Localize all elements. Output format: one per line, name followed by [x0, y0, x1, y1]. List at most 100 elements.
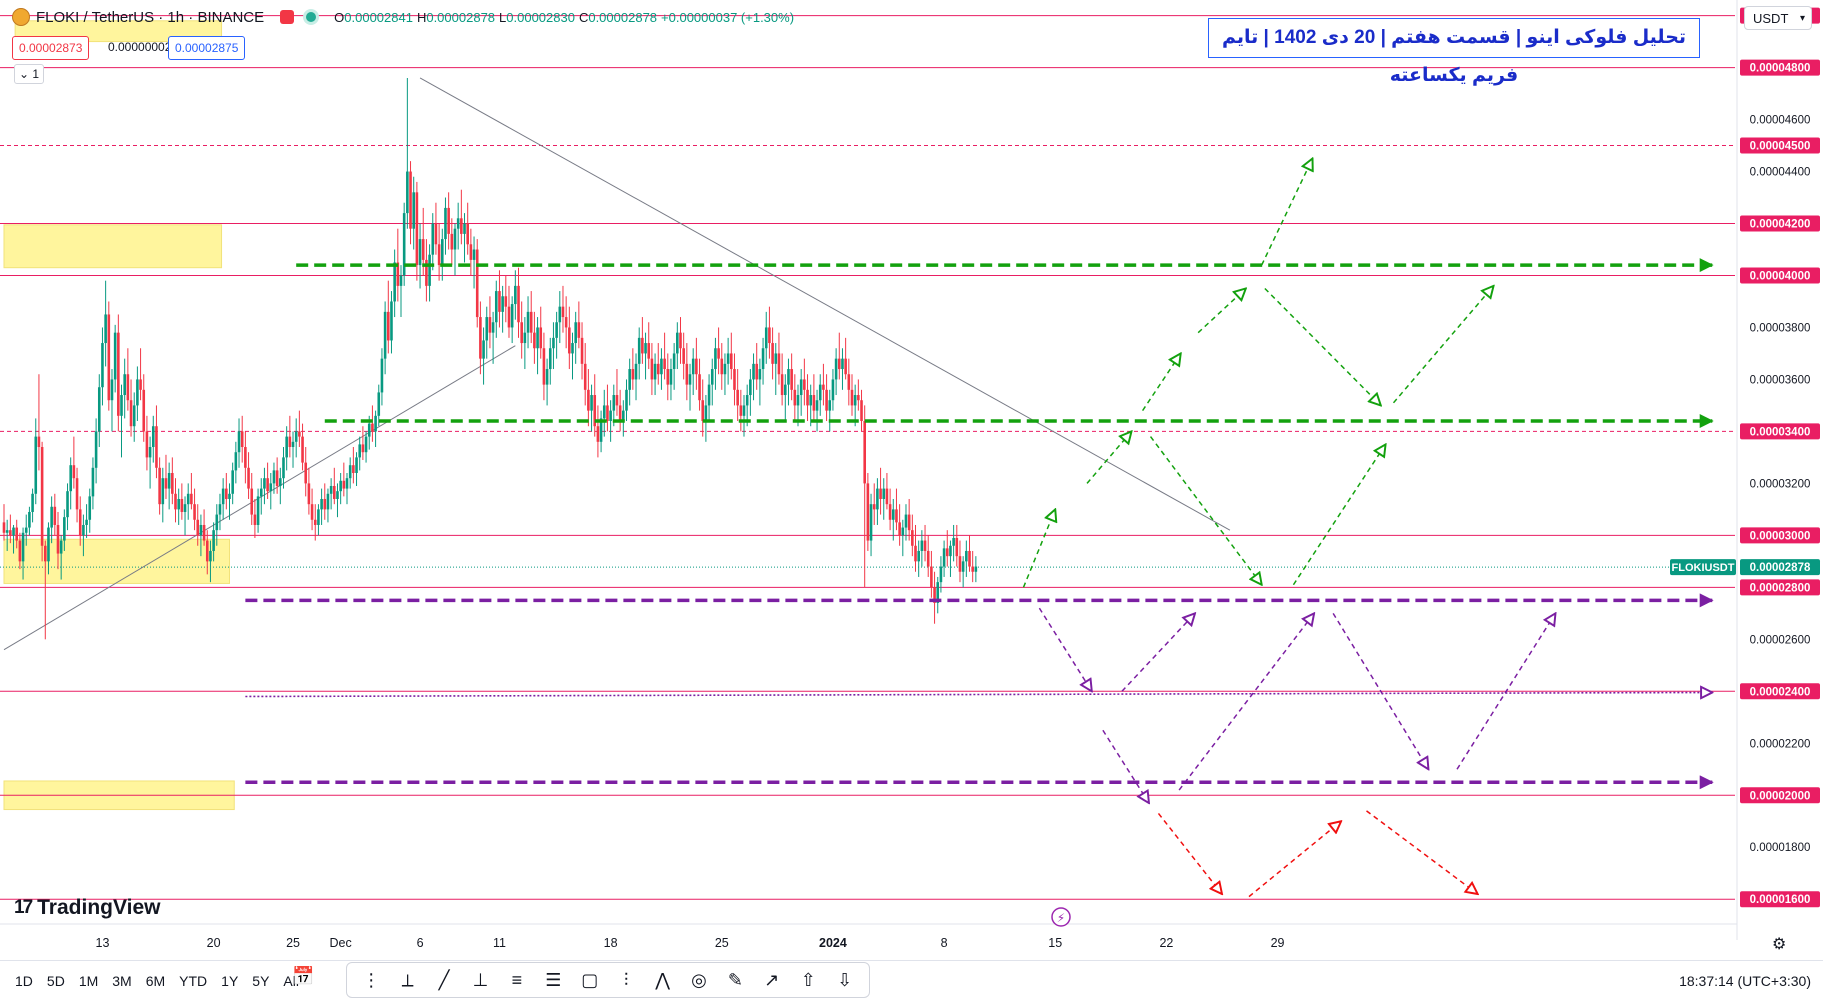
candle — [536, 317, 539, 375]
candle-body — [240, 431, 244, 448]
candle-body — [266, 478, 269, 492]
drawing-tool-13-icon[interactable]: ⇩ — [837, 969, 853, 990]
candle — [583, 343, 587, 406]
calendar-icon[interactable]: 📅 — [292, 966, 315, 986]
current-price-label: 0.00002878 — [1750, 562, 1811, 574]
candle — [307, 467, 311, 515]
range-5d[interactable]: 5D — [46, 973, 65, 989]
scenario-arrow-green-7 — [1292, 444, 1385, 586]
candle — [323, 483, 327, 520]
candle — [574, 311, 577, 364]
candle — [326, 488, 330, 523]
candle — [974, 556, 978, 583]
candle-body — [463, 223, 466, 234]
candle-body — [803, 379, 806, 390]
candle-body — [107, 314, 111, 401]
candle — [218, 493, 222, 531]
candle-body — [968, 550, 971, 567]
range-1y[interactable]: 1Y — [221, 973, 239, 989]
candle — [409, 161, 412, 245]
drawing-tool-9-icon[interactable]: ◎ — [691, 969, 707, 990]
drawing-tool-3-icon[interactable]: ⊥ — [472, 969, 489, 990]
range-1d[interactable]: 1D — [15, 973, 33, 989]
sell-price-button[interactable]: 0.00002873 — [12, 36, 90, 60]
time-axis[interactable]: 13 20 25 Dec 6 11 18 25 2024 8 15 22 29 ⚡ — [0, 907, 1737, 950]
range-ytd[interactable]: YTD — [179, 973, 208, 989]
candle — [514, 270, 517, 320]
candle-body — [939, 566, 943, 583]
candle — [787, 358, 790, 406]
candle-body — [714, 348, 717, 370]
candle — [790, 353, 793, 401]
candle — [329, 478, 333, 510]
candle-body — [406, 171, 409, 214]
candle — [945, 530, 949, 567]
candle-body — [15, 527, 19, 541]
drawing-tool-2-icon[interactable]: ╱ — [438, 969, 450, 990]
drawing-tool-0-icon[interactable]: ⋮ — [362, 969, 381, 990]
drawing-tool-5-icon[interactable]: ☰ — [545, 969, 562, 990]
candle — [348, 457, 352, 489]
candle-body — [282, 457, 285, 479]
candle-body — [193, 504, 196, 520]
buy-price-button[interactable]: 0.00002875 — [168, 36, 246, 60]
scenario-arrow-red-15 — [1157, 812, 1222, 894]
currency-selector[interactable]: USDT ▾ — [1744, 6, 1812, 30]
candle — [666, 353, 670, 401]
candle-body — [644, 343, 647, 354]
candle — [225, 472, 228, 510]
candle-body — [555, 322, 558, 338]
market-status-icon[interactable] — [306, 12, 317, 22]
candle — [507, 285, 511, 338]
candle-body — [768, 327, 771, 344]
drawing-tool-11-icon[interactable]: ↗ — [764, 969, 780, 990]
range-all[interactable]: All — [283, 973, 299, 989]
drawing-tool-6-icon[interactable]: ▢ — [581, 969, 599, 990]
candle — [647, 322, 651, 370]
candle-body — [256, 496, 260, 525]
drawing-tool-1-icon[interactable]: ⟂ — [401, 969, 414, 990]
alert-flag-icon[interactable] — [280, 10, 295, 24]
candle-body — [952, 537, 955, 546]
candle — [558, 291, 562, 344]
range-3m[interactable]: 3M — [112, 973, 132, 989]
candle-body — [504, 296, 508, 307]
candle — [749, 369, 752, 416]
scenario-arrow-red-17 — [1366, 810, 1478, 894]
range-6m[interactable]: 6M — [145, 973, 166, 989]
candle — [914, 524, 917, 572]
range-1m[interactable]: 1M — [78, 973, 99, 989]
gear-icon[interactable]: ⚙ — [1772, 936, 1787, 953]
candle — [857, 379, 860, 411]
drawing-tool-4-icon[interactable]: ≡ — [511, 969, 523, 990]
candle — [161, 467, 165, 523]
symbol-title[interactable]: FLOKI / TetherUS · 1h · BINANCE — [36, 8, 265, 26]
candle-body — [263, 478, 266, 489]
candle-body — [660, 358, 663, 375]
candle — [193, 488, 196, 531]
candle-body — [167, 472, 171, 489]
drawing-tool-8-icon[interactable]: ⋀ — [655, 969, 670, 990]
candle-body — [291, 441, 295, 448]
scenario-arrow-green-3 — [1197, 288, 1246, 334]
drawing-tool-7-icon[interactable]: ⫶ — [623, 969, 629, 990]
candle-body — [574, 322, 577, 344]
clock[interactable]: 18:37:14 (UTC+3:30) — [1679, 973, 1811, 989]
drawing-tool-10-icon[interactable]: ✎ — [727, 969, 743, 990]
candle-body — [825, 389, 828, 411]
drawing-tool-12-icon[interactable]: ⇧ — [800, 969, 816, 990]
indicator-toggle[interactable]: ⌄ 1 — [14, 64, 44, 84]
candle — [891, 498, 895, 541]
candle — [628, 358, 631, 406]
range-5y[interactable]: 5Y — [252, 973, 270, 989]
candle-body — [494, 291, 498, 323]
support-zone-0 — [3, 224, 223, 269]
candle — [59, 535, 63, 580]
candle-body — [879, 488, 882, 499]
candle-body — [234, 452, 238, 471]
candle-body — [593, 395, 597, 427]
candle — [841, 348, 844, 390]
price-axis[interactable]: 0.000050000.000048000.000046000.00004500… — [1670, 0, 1823, 940]
candle — [364, 431, 368, 463]
